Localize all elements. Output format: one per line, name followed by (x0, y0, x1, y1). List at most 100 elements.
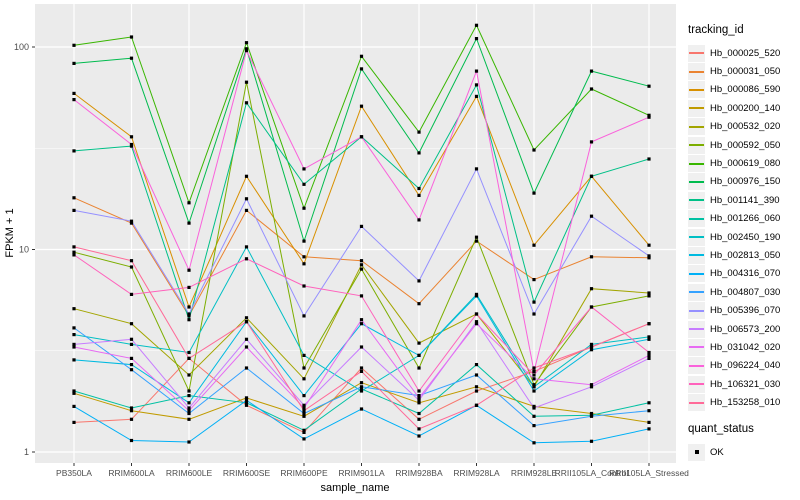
data-point-marker (129, 406, 134, 410)
data-point-marker (474, 94, 479, 98)
legend-key-box (688, 155, 705, 173)
legend-entry: Hb_006573_200 (688, 320, 800, 338)
data-point-marker (187, 305, 191, 309)
data-point-marker (417, 193, 421, 197)
data-point-marker (589, 69, 594, 73)
data-point-marker (302, 255, 306, 259)
legend-entry-label: Hb_153258_010 (710, 397, 781, 409)
data-point-marker (589, 214, 594, 218)
data-point-marker (72, 420, 76, 424)
data-point-marker (72, 342, 76, 346)
data-point-marker (302, 411, 306, 416)
legend-color-line (689, 401, 704, 404)
legend-color-line (689, 309, 704, 312)
data-point-marker (474, 322, 479, 326)
legend-entry: Hb_000976_150 (688, 173, 800, 191)
legend-key-box (688, 210, 705, 228)
data-point-marker (647, 427, 651, 431)
data-point-marker (129, 221, 134, 225)
data-point-marker (129, 142, 134, 147)
data-point-marker (302, 406, 306, 410)
x-tick-label: RRIM928LE (511, 468, 558, 478)
data-point-marker (244, 401, 249, 405)
data-point-marker (589, 305, 594, 309)
data-point-marker (72, 61, 76, 65)
data-point-marker (589, 348, 594, 352)
data-point-marker (72, 149, 76, 153)
data-point-marker (244, 174, 249, 178)
data-point-marker (647, 409, 651, 413)
data-point-marker (647, 401, 651, 405)
data-point-marker (129, 368, 134, 372)
data-point-marker (129, 259, 134, 263)
data-point-marker (129, 363, 134, 367)
data-point-marker (72, 196, 76, 200)
data-point-marker (532, 369, 536, 373)
data-point-marker (474, 320, 479, 324)
data-point-marker (187, 440, 191, 444)
legend-key-box (688, 320, 705, 338)
data-point-marker (187, 201, 191, 205)
data-point-marker (244, 316, 249, 320)
data-point-marker (302, 284, 306, 288)
legend-key-box (688, 394, 705, 412)
legend-key-box (688, 357, 705, 375)
legend-entry: Hb_000619_080 (688, 154, 800, 173)
data-point-marker (532, 278, 536, 282)
legend-title-quant-status: quant_status (688, 422, 754, 435)
data-point-marker (474, 69, 479, 73)
data-point-marker (129, 417, 134, 421)
legend-color-line (689, 125, 704, 128)
data-point-marker (187, 389, 191, 393)
data-point-marker (129, 356, 134, 360)
legend-key-box (688, 246, 705, 264)
data-point-marker (417, 130, 421, 134)
data-point-marker (302, 394, 306, 398)
data-point-marker (72, 391, 76, 395)
data-point-marker (72, 358, 76, 362)
data-point-marker (302, 377, 306, 381)
legend-key-box (688, 136, 705, 154)
legend-entry-label: Hb_000976_150 (710, 176, 781, 188)
data-point-marker (244, 403, 249, 407)
data-point-marker (244, 345, 249, 349)
data-point-marker (244, 41, 249, 45)
legend-color-line (689, 346, 704, 349)
data-point-marker (187, 373, 191, 377)
legend-title-tracking-id: tracking_id (688, 24, 744, 36)
data-point-marker (417, 394, 421, 398)
data-point-marker (187, 285, 191, 289)
legend-entry-label: Hb_006573_200 (710, 323, 781, 335)
data-point-marker (417, 411, 421, 416)
data-point-marker (474, 312, 479, 316)
legend-entry: Hb_001266_060 (688, 210, 800, 228)
y-axis-title: FPKM + 1 (4, 208, 16, 257)
data-point-marker (417, 398, 421, 402)
data-point-marker (474, 167, 479, 171)
data-point-marker (72, 208, 76, 212)
legend-entry-label: Hb_000619_080 (710, 158, 781, 170)
data-point-marker (647, 157, 651, 161)
data-point-marker (532, 389, 536, 393)
data-point-marker (302, 182, 306, 186)
data-point-marker (647, 254, 651, 258)
data-point-marker (474, 389, 479, 393)
legend-color-line (689, 383, 704, 386)
x-tick-label: RRIM600PE (280, 468, 328, 478)
legend-entry: Hb_000592_050 (688, 136, 800, 154)
plot-panel: 1 10 100 PB350LA RRIM600LA RRIM600LE RRIM600SE… (4, 4, 689, 494)
legend-entry-label: Hb_106321_030 (710, 378, 781, 390)
legend-key-box (688, 44, 705, 62)
data-point-marker (129, 135, 134, 139)
legend-color-line (689, 254, 704, 257)
data-point-marker (589, 255, 594, 259)
data-point-marker (244, 245, 249, 249)
data-point-marker (532, 383, 536, 387)
data-point-marker (647, 337, 651, 341)
data-point-marker (589, 385, 594, 389)
legend-color-line (689, 236, 704, 239)
data-point-marker (359, 104, 364, 108)
data-point-marker (244, 396, 249, 400)
data-point-marker (359, 407, 364, 411)
